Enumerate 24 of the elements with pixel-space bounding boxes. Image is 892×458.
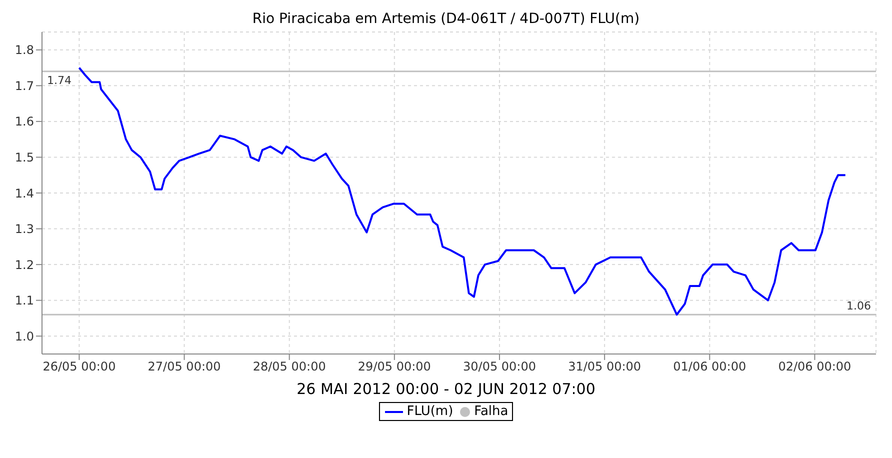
x-tick-label: 01/06 00:00 — [673, 360, 746, 374]
x-tick-label: 29/05 00:00 — [358, 360, 431, 374]
line-series — [78, 66, 846, 316]
x-tick-label: 26/05 00:00 — [42, 360, 116, 374]
legend-label: FLU(m) — [406, 404, 454, 419]
y-tick-label: 1.2 — [14, 258, 34, 272]
x-tick-label: 31/05 00:00 — [568, 360, 642, 374]
ref-line-label: 1.06 — [846, 300, 871, 313]
y-tick-label: 1.8 — [14, 43, 34, 58]
y-tick-label: 1.3 — [14, 222, 34, 236]
y-tick-label: 1.4 — [14, 186, 34, 200]
x-tick-label: 30/05 00:00 — [463, 360, 536, 374]
y-tick-label: 1.5 — [14, 150, 34, 164]
y-tick-label: 1.0 — [14, 329, 34, 344]
ref-line-label: 1.74 — [47, 74, 72, 88]
legend-label: Falha — [474, 404, 508, 419]
x-tick-label: 02/06 00:00 — [778, 360, 852, 374]
x-tick-label: 28/05 00:00 — [252, 360, 326, 374]
x-tick-label: 27/05 00:00 — [148, 360, 221, 374]
x-axis-title: 26 MAI 2012 00:00 - 02 JUN 2012 07:00 — [296, 380, 596, 398]
y-tick-label: 1.7 — [14, 78, 34, 93]
y-tick-label: 1.6 — [14, 114, 34, 129]
chart-title: Rio Piracicaba em Artemis (D4-061T / 4D-007T) FLU(m) — [251, 10, 641, 29]
y-tick-label: 1.1 — [14, 294, 34, 308]
